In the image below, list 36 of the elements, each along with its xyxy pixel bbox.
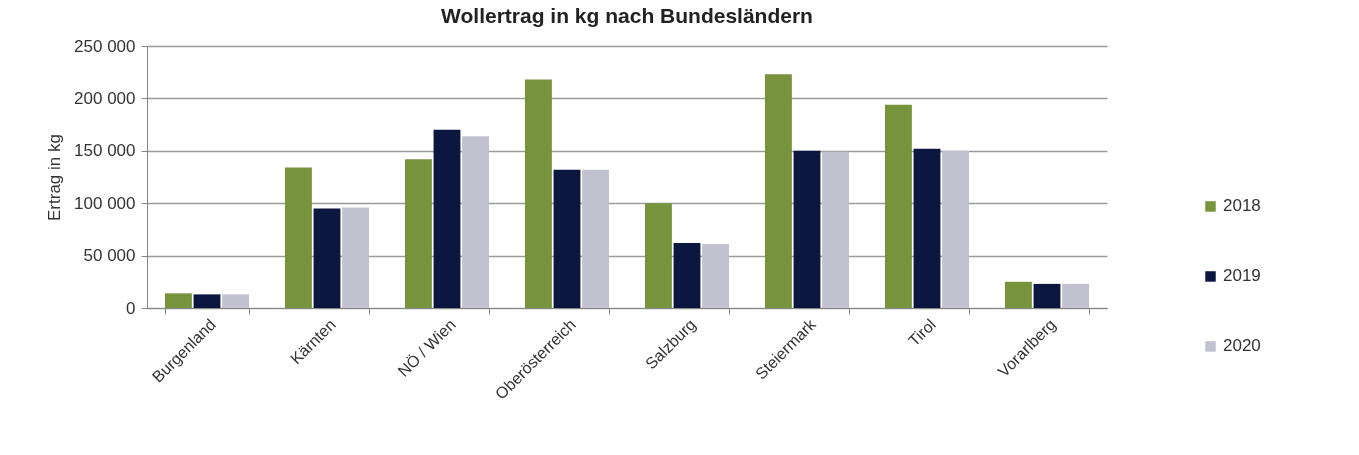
bar bbox=[525, 79, 552, 308]
bar bbox=[222, 294, 249, 308]
y-tick-label: 150 000 bbox=[74, 141, 136, 161]
bar bbox=[913, 148, 941, 308]
bar bbox=[313, 208, 341, 308]
y-tick-label: 250 000 bbox=[74, 36, 136, 56]
legend-label: 2019 bbox=[1223, 266, 1261, 286]
bar bbox=[702, 244, 729, 308]
bar bbox=[942, 150, 969, 308]
bar bbox=[1062, 283, 1089, 308]
y-tick-label: 100 000 bbox=[74, 193, 136, 213]
bar bbox=[582, 169, 609, 308]
bar bbox=[342, 207, 369, 308]
bar bbox=[822, 151, 849, 308]
bar bbox=[765, 74, 792, 308]
y-axis-title: Ertrag in kg bbox=[45, 134, 65, 221]
bar bbox=[1005, 281, 1032, 308]
y-tick-label: 50 000 bbox=[83, 246, 136, 266]
y-tick-label: 200 000 bbox=[74, 88, 136, 108]
bar bbox=[885, 104, 912, 308]
chart-title: Wollertrag in kg nach Bundesländern bbox=[441, 4, 813, 27]
y-tick-label: 0 bbox=[126, 298, 136, 318]
legend-label: 2020 bbox=[1223, 336, 1261, 356]
bar bbox=[405, 159, 432, 308]
bar bbox=[793, 150, 821, 308]
bar bbox=[462, 136, 489, 308]
x-tick-label: Tirol bbox=[905, 315, 939, 350]
bar bbox=[165, 293, 192, 308]
bar bbox=[433, 129, 461, 308]
bar bbox=[673, 243, 701, 308]
bar bbox=[285, 167, 312, 308]
bar bbox=[553, 169, 581, 308]
bar bbox=[645, 203, 672, 308]
bar bbox=[1033, 283, 1061, 308]
legend-label: 2018 bbox=[1223, 196, 1261, 216]
bar bbox=[193, 294, 221, 308]
